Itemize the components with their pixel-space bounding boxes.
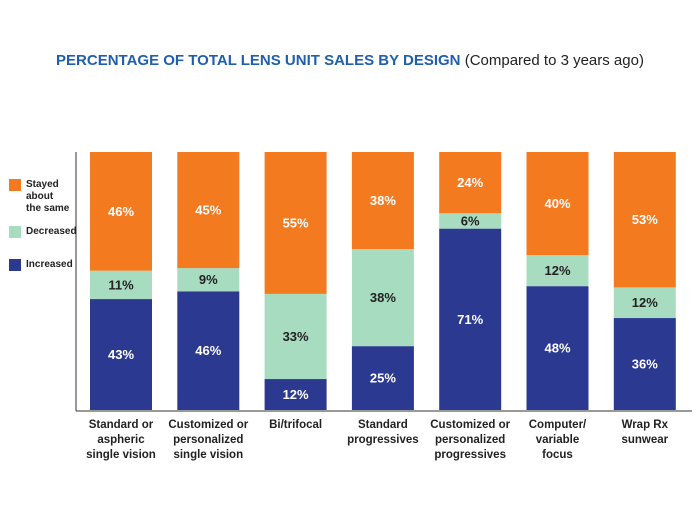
bar-segment	[526, 286, 589, 410]
bar-segment	[526, 255, 589, 287]
bar-segment	[177, 152, 240, 269]
bar-segment	[439, 213, 502, 229]
x-tick-label: Wrap Rx sunwear	[621, 419, 669, 446]
bar-segment	[613, 318, 676, 410]
value-label: 11%	[108, 277, 134, 292]
value-label: 33%	[283, 329, 309, 344]
x-tick-label: Computer/ variable focus	[528, 419, 587, 461]
value-label: 46%	[195, 343, 221, 358]
bar-segment	[613, 287, 676, 319]
legend-swatch	[9, 179, 21, 191]
value-label: 71%	[457, 312, 483, 327]
legend-label: Stayed about the same	[26, 179, 70, 214]
bar-segment	[177, 268, 240, 292]
value-label: 40%	[544, 196, 570, 211]
title-block: PERCENTAGE OF TOTAL LENS UNIT SALES BY D…	[0, 52, 700, 69]
bar-segment	[177, 291, 240, 410]
value-label: 9%	[199, 272, 218, 287]
value-label: 43%	[108, 347, 134, 362]
value-label: 24%	[457, 175, 483, 190]
legend-swatch	[9, 259, 21, 271]
value-label: 46%	[108, 204, 134, 219]
bar-segment	[351, 346, 414, 410]
value-label: 12%	[283, 387, 309, 402]
value-label: 48%	[544, 341, 570, 356]
x-tick-label: Bi/trifocal	[269, 419, 323, 431]
chart-title: PERCENTAGE OF TOTAL LENS UNIT SALES BY D…	[56, 52, 461, 69]
value-label: 55%	[283, 215, 309, 230]
bar-segment	[264, 152, 327, 294]
bar-segment	[526, 152, 589, 256]
x-tick-label: Customized or personalized progressives	[430, 419, 511, 461]
bar-segment	[351, 152, 414, 250]
x-tick-label: Standard or aspheric single vision	[86, 419, 156, 461]
bar-segment	[90, 299, 152, 410]
value-label: 12%	[632, 295, 658, 310]
bar-segment	[90, 270, 152, 300]
bar-segment	[613, 152, 676, 288]
x-tick-label: Customized or personalized single vision	[168, 419, 249, 461]
bar-segment	[439, 152, 502, 214]
legend-label: Decreased	[26, 226, 77, 237]
value-label: 25%	[370, 371, 396, 386]
value-label: 36%	[632, 356, 658, 371]
bar-segment	[351, 249, 414, 347]
value-label: 53%	[632, 212, 658, 227]
chart-subtitle: (Compared to 3 years ago)	[464, 52, 644, 69]
value-label: 6%	[461, 213, 480, 228]
bar-segment	[264, 293, 327, 380]
bar-segment	[439, 228, 502, 410]
legend-swatch	[9, 226, 21, 238]
value-label: 12%	[544, 263, 570, 278]
x-tick-label: Standard progressives	[347, 419, 419, 446]
value-label: 38%	[370, 193, 396, 208]
bar-segment	[90, 152, 152, 271]
legend-label: Increased	[26, 259, 73, 270]
bar-segment	[264, 379, 327, 410]
value-label: 38%	[370, 290, 396, 305]
value-label: 45%	[195, 202, 221, 217]
